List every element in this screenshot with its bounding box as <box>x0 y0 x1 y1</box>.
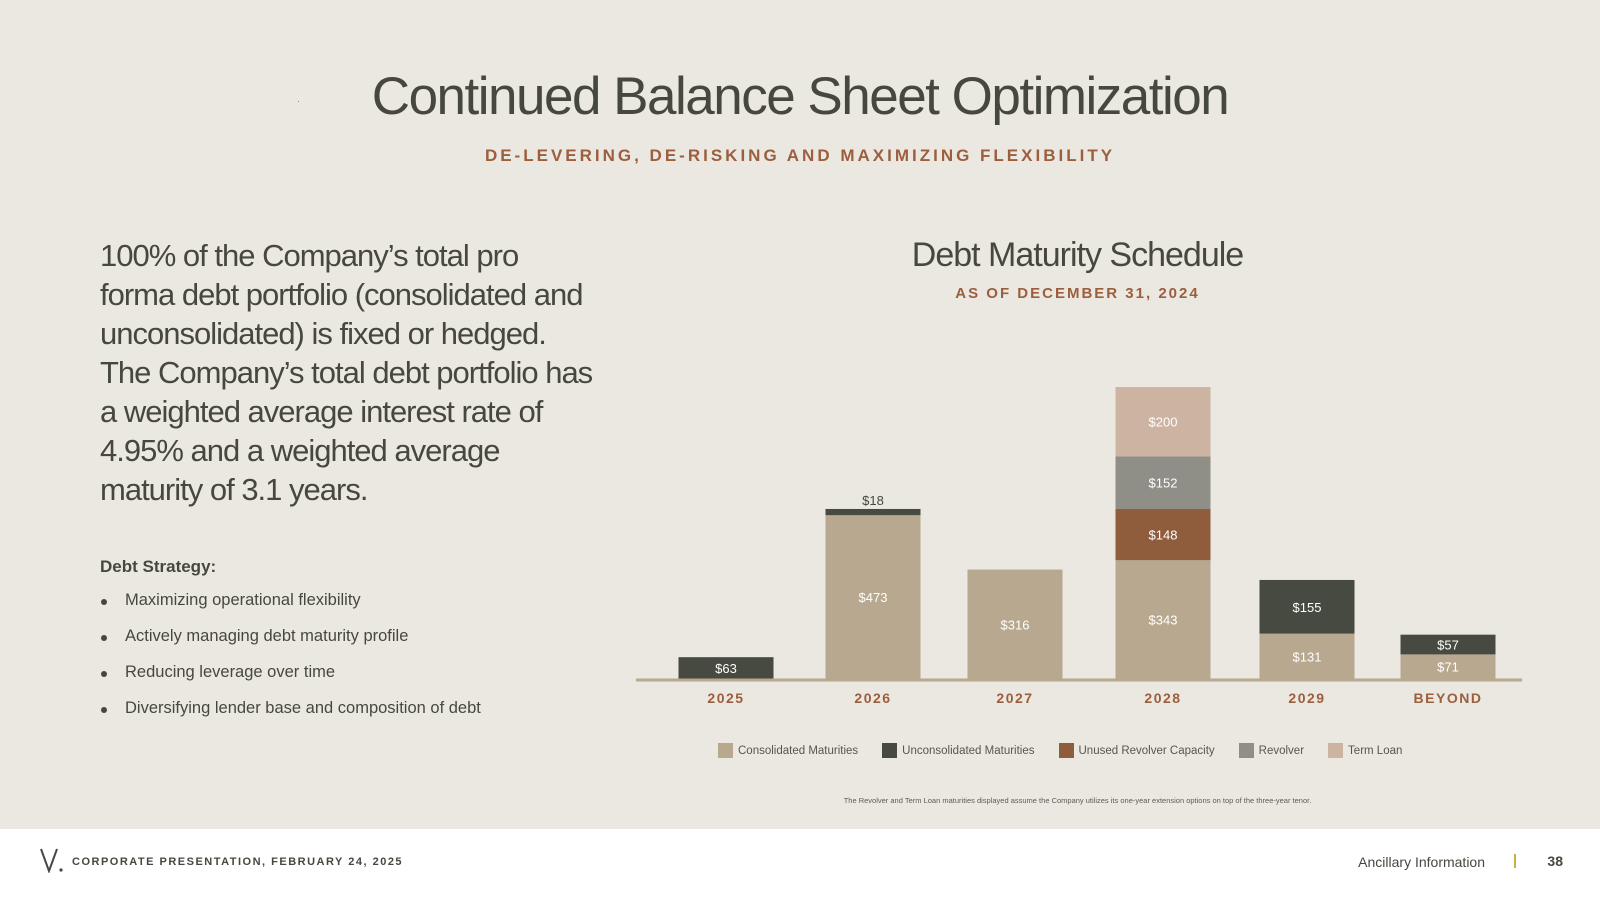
legend-item-unused-revolver: Unused Revolver Capacity <box>1058 743 1215 758</box>
legend-item-revolver: Revolver <box>1238 743 1305 758</box>
chart-title: Debt Maturity Schedule <box>911 236 1244 274</box>
stray-dot <box>298 101 299 102</box>
strategy-item: Diversifying lender base and composition… <box>100 699 481 735</box>
bar-unconsolidated-maturities <box>1259 579 1355 634</box>
data-label: $200 <box>1149 415 1178 430</box>
bar-unconsolidated-maturities <box>1400 634 1496 655</box>
bar-revolver <box>1115 456 1211 509</box>
legend-swatch <box>1238 743 1254 758</box>
debt-strategy-list: Maximizing operational flexibility Activ… <box>100 591 481 735</box>
legend-swatch <box>1328 743 1344 758</box>
legend-item-unconsolidated: Unconsolidated Maturities <box>882 743 1035 758</box>
data-label: $131 <box>1293 649 1322 664</box>
x-tick-label: 2028 <box>1144 690 1181 706</box>
page-subtitle: DE-LEVERING, DE-RISKING AND MAXIMIZING F… <box>484 146 1116 165</box>
legend-item-term-loan: Term Loan <box>1328 743 1402 758</box>
strategy-item: Maximizing operational flexibility <box>100 591 481 627</box>
data-label: $57 <box>1437 638 1459 653</box>
presentation-label: CORPORATE PRESENTATION, FEBRUARY 24, 202… <box>72 856 404 868</box>
legend-label: Consolidated Maturities <box>738 744 859 757</box>
x-tick-label: 2026 <box>854 690 891 706</box>
x-tick-label: BEYOND <box>1414 690 1483 706</box>
bar-consolidated-maturities <box>1259 633 1355 679</box>
legend-label: Revolver <box>1258 744 1305 757</box>
company-logo-icon <box>40 848 63 873</box>
bar-consolidated-maturities <box>1400 654 1496 679</box>
bar-unconsolidated-maturities <box>825 508 921 516</box>
data-label: $18 <box>862 493 884 508</box>
debt-strategy-heading: Debt Strategy: <box>100 557 217 576</box>
bar-unconsolidated-maturities <box>678 657 774 679</box>
summary-text: 100% of the Company’s total pro forma de… <box>100 238 593 507</box>
chart-footnote: The Revolver and Term Loan maturities di… <box>843 796 1312 805</box>
strategy-item: Reducing leverage over time <box>100 663 481 699</box>
footer-divider <box>1514 854 1516 868</box>
bar-term-loan <box>1115 387 1211 457</box>
data-label: $343 <box>1149 613 1178 628</box>
bar-consolidated-maturities <box>967 569 1063 679</box>
data-label: $148 <box>1149 528 1178 543</box>
legend-label: Unused Revolver Capacity <box>1078 744 1215 757</box>
x-tick-label: 2025 <box>707 690 744 706</box>
data-label: $316 <box>1001 617 1030 632</box>
data-label: $63 <box>715 661 737 676</box>
data-label: $152 <box>1149 476 1178 491</box>
legend-label: Term Loan <box>1348 744 1403 757</box>
x-tick-label: 2027 <box>996 690 1033 706</box>
legend-label: Unconsolidated Maturities <box>902 744 1035 757</box>
x-tick-label: 2029 <box>1288 690 1325 706</box>
legend-swatch <box>1058 743 1074 758</box>
bar-consolidated-maturities <box>825 515 921 679</box>
data-label: $71 <box>1437 660 1459 675</box>
data-label: $155 <box>1293 600 1322 615</box>
data-label: $473 <box>859 590 888 605</box>
chart-legend: Consolidated Maturities Unconsolidated M… <box>718 743 1426 758</box>
page-title: Continued Balance Sheet Optimization <box>371 67 1230 126</box>
chart-subtitle: AS OF DECEMBER 31, 2024 <box>955 285 1200 302</box>
legend-item-consolidated: Consolidated Maturities <box>718 743 858 758</box>
legend-swatch <box>882 743 898 758</box>
section-name: Ancillary Information <box>1358 854 1485 870</box>
bar-consolidated-maturities <box>1115 560 1211 679</box>
legend-swatch <box>718 743 733 758</box>
footer: CORPORATE PRESENTATION, FEBRUARY 24, 202… <box>0 829 1600 899</box>
page-number: 38 <box>1547 853 1563 869</box>
bar-unused-revolver-capacity <box>1115 508 1211 561</box>
strategy-item: Actively managing debt maturity profile <box>100 627 481 663</box>
